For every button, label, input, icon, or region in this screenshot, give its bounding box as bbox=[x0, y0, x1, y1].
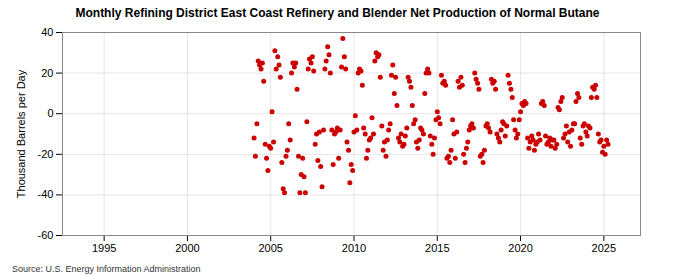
svg-text:Thousand Barrels per Day: Thousand Barrels per Day bbox=[15, 69, 27, 198]
svg-text:20: 20 bbox=[41, 67, 53, 79]
svg-text:1995: 1995 bbox=[92, 242, 116, 254]
svg-text:2025: 2025 bbox=[592, 242, 616, 254]
svg-text:-40: -40 bbox=[38, 188, 54, 200]
svg-text:-20: -20 bbox=[38, 148, 54, 160]
svg-text:2010: 2010 bbox=[342, 242, 366, 254]
svg-text:2015: 2015 bbox=[425, 242, 449, 254]
svg-text:40: 40 bbox=[41, 26, 53, 38]
svg-text:2000: 2000 bbox=[175, 242, 199, 254]
svg-text:-60: -60 bbox=[38, 229, 54, 241]
svg-text:0: 0 bbox=[47, 107, 53, 119]
svg-text:2020: 2020 bbox=[508, 242, 532, 254]
html-text:Source: U.S. Energy Informatio: Source: U.S. Energy Information Administ… bbox=[12, 264, 201, 274]
html-text:Monthly Refining District East: Monthly Refining District East Coast Ref… bbox=[75, 6, 600, 20]
svg-text:2005: 2005 bbox=[258, 242, 282, 254]
